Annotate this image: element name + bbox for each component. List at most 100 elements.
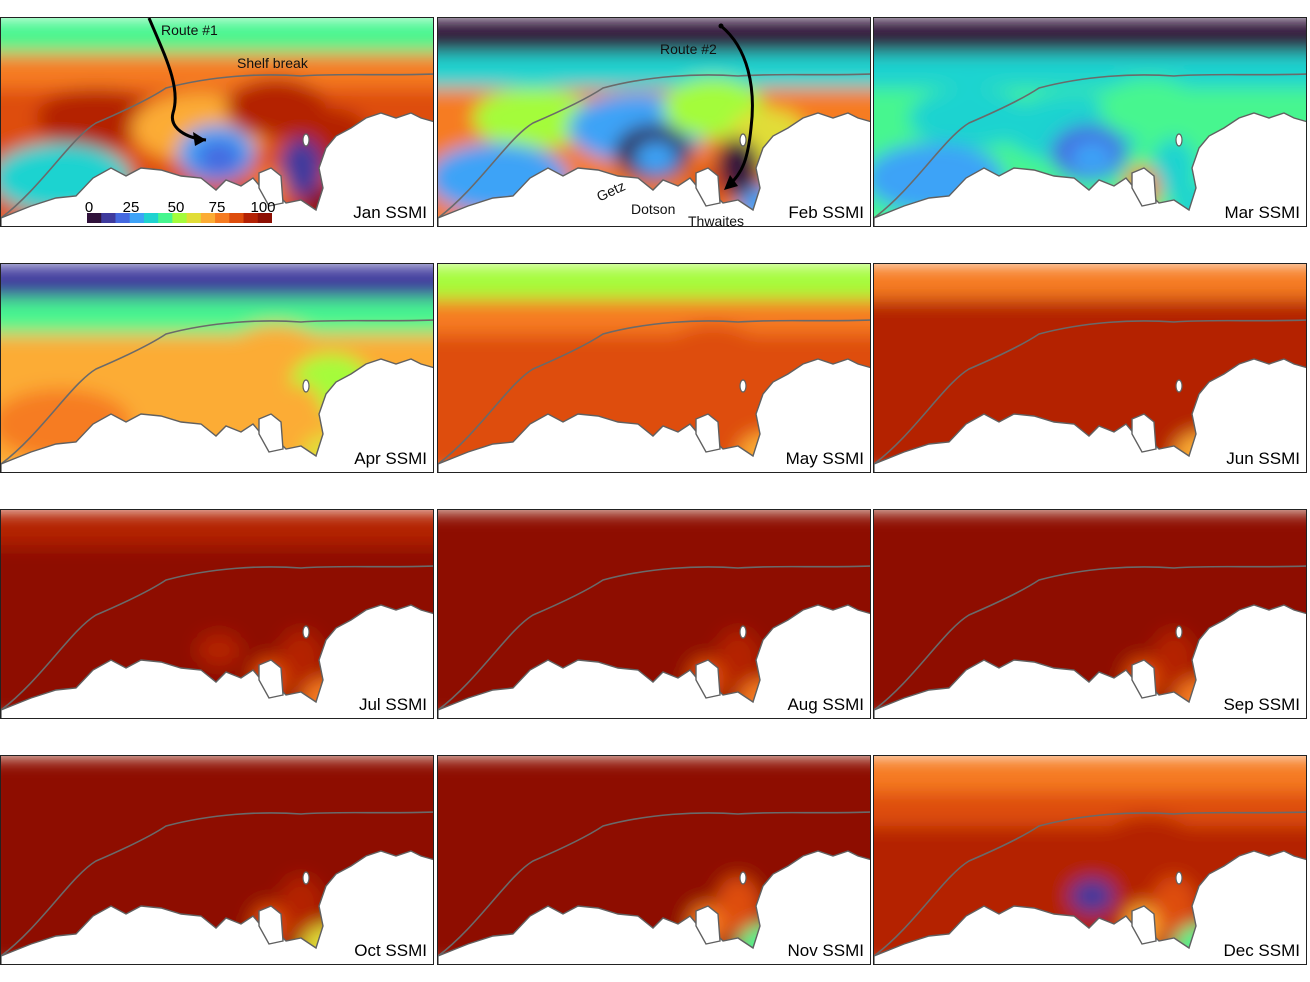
small-island — [302, 625, 310, 639]
small-island — [302, 871, 310, 885]
map-panel: Nov SSMI — [437, 755, 871, 965]
small-island — [1175, 625, 1183, 639]
concentration-region — [197, 633, 241, 667]
panel-label: Feb SSMI — [788, 203, 864, 222]
concentration-region — [1070, 879, 1114, 913]
shelf-break-line — [438, 565, 870, 711]
map-panel: Jan SSMI Route #1 Shelf break 0 25 50 75 100 — [0, 17, 434, 227]
concentration-region — [716, 630, 760, 690]
route-2-arrow — [720, 24, 754, 188]
concentration-region — [36, 826, 156, 886]
concentration-region — [1070, 633, 1114, 667]
concentration-region — [634, 141, 678, 175]
shelf-break-line — [1, 811, 433, 957]
map-panel: Feb SSMI Route #2 Getz Dotson Thwaites — [437, 17, 871, 227]
sea-ice-concentration-map — [438, 264, 870, 472]
concentration-region — [197, 387, 241, 421]
ice-shelf-island — [1131, 905, 1157, 945]
concentration-region — [1152, 138, 1196, 198]
small-island — [739, 625, 747, 639]
concentration-region — [1152, 384, 1196, 444]
small-island — [302, 379, 310, 393]
colorbar-swatch — [257, 213, 272, 223]
shelf-break-line — [874, 811, 1306, 957]
concentration-region — [197, 879, 241, 913]
concentration-region — [473, 580, 593, 640]
concentration-region — [716, 384, 760, 444]
concentration-region — [36, 580, 156, 640]
map-panel: Mar SSMI — [873, 17, 1307, 227]
concentration-region — [473, 826, 593, 886]
panel-label: Oct SSMI — [354, 941, 427, 960]
annotation-dotson: Dotson — [631, 201, 676, 217]
concentration-region — [909, 88, 1029, 148]
arrow-head-icon — [724, 175, 738, 190]
shelf-break-line — [438, 73, 870, 219]
colorbar — [87, 213, 272, 223]
route-start-dot — [718, 23, 724, 29]
ice-shelf-island — [258, 413, 284, 453]
sea-ice-concentration-map — [1, 756, 433, 964]
shelf-break-line — [438, 811, 870, 957]
concentration-region — [1152, 876, 1196, 936]
concentration-region — [909, 334, 1029, 394]
colorbar-tick-label: 100 — [250, 199, 276, 216]
colorbar-swatch — [186, 213, 202, 223]
sea-ice-concentration-map — [874, 18, 1306, 226]
concentration-region — [1070, 141, 1114, 175]
colorbar-swatch — [200, 213, 216, 223]
colorbar-swatch — [243, 213, 259, 223]
panel-label: Apr SSMI — [354, 449, 427, 468]
colorbar-swatch — [158, 213, 173, 223]
map-panel: May SSMI — [437, 263, 871, 473]
small-island — [739, 133, 747, 147]
sea-ice-concentration-map — [874, 264, 1306, 472]
small-island — [1175, 133, 1183, 147]
concentration-region — [1070, 387, 1114, 421]
panel-label: Dec SSMI — [1223, 941, 1300, 960]
concentration-region — [279, 876, 323, 936]
map-panel: Jul SSMI — [0, 509, 434, 719]
ice-shelf-island — [1131, 413, 1157, 453]
concentration-region — [473, 88, 593, 148]
shelf-break-line — [1, 73, 433, 219]
sea-ice-concentration-map — [874, 756, 1306, 964]
concentration-region — [634, 879, 678, 913]
colorbar-swatch — [229, 213, 245, 223]
concentration-region — [634, 633, 678, 667]
map-panel: Dec SSMI — [873, 755, 1307, 965]
ice-shelf-island — [695, 413, 721, 453]
concentration-region — [634, 387, 678, 421]
concentration-region — [279, 384, 323, 444]
panel-label: Jul SSMI — [358, 695, 427, 714]
small-island — [739, 871, 747, 885]
annotation-thwaites: Thwaites — [688, 213, 745, 227]
colorbar-tick-label: 25 — [122, 199, 140, 216]
concentration-region — [473, 334, 593, 394]
sea-ice-concentration-map — [438, 756, 870, 964]
ice-shelf-island — [695, 659, 721, 699]
annotation-route1: Route #1 — [161, 22, 218, 38]
sea-ice-concentration-map — [438, 18, 870, 226]
small-island — [1175, 871, 1183, 885]
panel-label: May SSMI — [785, 449, 864, 468]
colorbar-tick-label: 0 — [84, 199, 94, 216]
shelf-break-line — [874, 565, 1306, 711]
shelf-break-line — [874, 73, 1306, 219]
colorbar-tick-label: 75 — [208, 199, 226, 216]
concentration-region — [1152, 630, 1196, 690]
colorbar-swatch — [215, 213, 230, 223]
concentration-region — [909, 826, 1029, 886]
colorbar-swatch — [143, 213, 159, 223]
sea-ice-concentration-map — [1, 18, 433, 226]
concentration-region — [716, 876, 760, 936]
ice-shelf-island — [695, 905, 721, 945]
concentration-region — [197, 141, 241, 175]
ice-shelf-island — [1131, 167, 1157, 207]
colorbar-tick-label: 50 — [167, 199, 185, 216]
sea-ice-concentration-map — [874, 510, 1306, 718]
ice-shelf-island — [258, 659, 284, 699]
route-1-arrow — [147, 18, 207, 142]
annotation-shelf-break: Shelf break — [237, 55, 308, 71]
